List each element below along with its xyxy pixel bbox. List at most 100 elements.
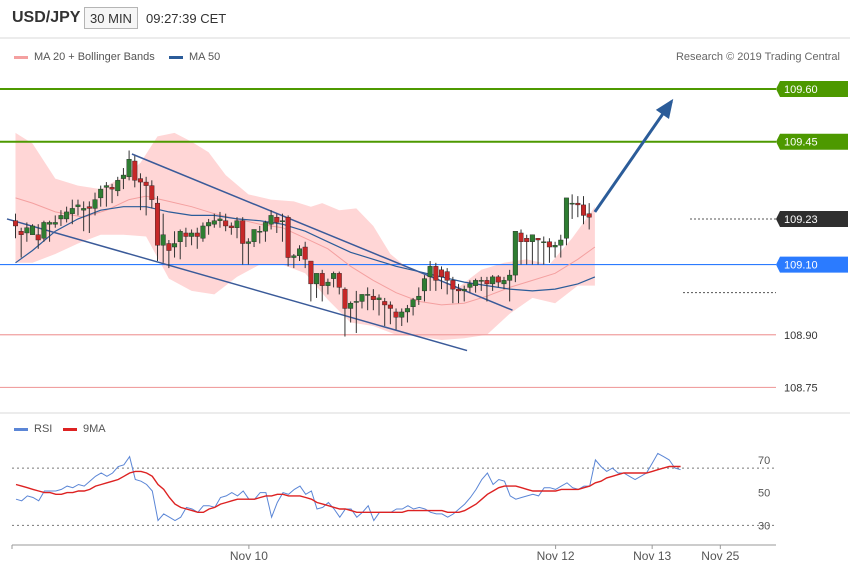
forecast-arrow-head — [655, 98, 674, 120]
candle — [546, 238, 552, 263]
candle-body — [387, 304, 393, 309]
candle-body — [47, 222, 53, 225]
candle-body — [484, 280, 490, 285]
x-tick-label: Nov 13 — [633, 549, 671, 563]
candle-body — [421, 278, 427, 292]
candle-body — [302, 246, 308, 260]
candle — [382, 297, 388, 326]
candle-body — [120, 174, 126, 179]
candle-body — [331, 273, 337, 279]
candle — [132, 155, 138, 188]
candle — [274, 213, 280, 233]
legend-rsi: RSI — [14, 423, 52, 435]
candle — [251, 229, 257, 248]
candle-body — [183, 232, 189, 237]
level-label: 109.10 — [784, 260, 818, 272]
candle-body — [154, 202, 160, 246]
candle-body — [172, 243, 178, 248]
candle-body — [342, 288, 348, 309]
candle-body — [279, 220, 285, 222]
candle — [336, 271, 342, 295]
candle-body — [228, 225, 234, 228]
level-label: 109.23 — [784, 214, 818, 226]
candle — [262, 220, 268, 242]
candle — [69, 199, 75, 225]
candle — [223, 213, 229, 232]
ma20-line — [15, 195, 596, 306]
candle — [473, 278, 479, 293]
candle — [325, 278, 331, 295]
candle — [478, 276, 484, 291]
candle — [569, 194, 575, 219]
candle-body — [69, 208, 75, 214]
candle-body — [109, 187, 115, 190]
candle — [200, 222, 206, 242]
rsi-line — [15, 452, 681, 522]
candle — [450, 276, 456, 304]
candle-body — [427, 266, 433, 278]
candle-body — [433, 266, 439, 281]
candle-body — [353, 301, 359, 303]
candle — [47, 220, 53, 242]
candle — [297, 245, 303, 262]
candle — [552, 241, 558, 258]
candle-body — [404, 308, 410, 313]
candle — [541, 236, 547, 265]
candle-body — [552, 245, 558, 248]
candle — [41, 220, 47, 242]
candle-body — [132, 160, 138, 181]
candle-body — [149, 185, 155, 200]
candle — [24, 222, 30, 242]
candle — [154, 196, 160, 262]
candle — [370, 289, 376, 311]
interval-selector[interactable]: 30 MIN — [84, 7, 138, 29]
candle — [467, 280, 473, 293]
candle — [126, 150, 132, 181]
forecast-arrow-line — [593, 100, 673, 213]
time-display: 09:27:39 CET — [146, 11, 227, 26]
level-label: 109.45 — [784, 137, 818, 149]
candle — [98, 185, 104, 207]
x-tick-label: Nov 10 — [230, 549, 268, 563]
candle — [228, 222, 234, 235]
candle-body — [336, 273, 342, 288]
candle-body — [200, 225, 206, 239]
candle — [257, 225, 263, 244]
candle — [399, 308, 405, 326]
candle-body — [41, 222, 47, 239]
candle — [166, 240, 172, 269]
candle-body — [365, 294, 371, 296]
candle-body — [416, 295, 422, 300]
candle — [177, 229, 183, 260]
rsi-ma-label: 9MA — [83, 423, 106, 435]
level-label-bg — [776, 81, 848, 98]
candle-body — [535, 238, 541, 241]
rsi-tick-label: 50 — [758, 488, 770, 500]
candle — [558, 234, 564, 258]
candle-body — [541, 241, 547, 243]
candle — [12, 213, 18, 239]
rsi-swatch — [14, 427, 28, 431]
rsi-ma-swatch — [63, 427, 77, 431]
candle — [52, 215, 58, 228]
candle-body — [206, 222, 212, 227]
level-label: 108.75 — [784, 382, 818, 394]
candle-body — [103, 185, 109, 188]
candle-body — [473, 280, 479, 286]
candle-body — [18, 231, 24, 235]
candle-body — [308, 260, 314, 285]
candle — [404, 304, 410, 323]
candle-body — [581, 204, 587, 216]
candle — [103, 182, 109, 207]
candle-body — [58, 215, 64, 220]
candle — [285, 215, 291, 267]
candle — [353, 290, 359, 334]
candle — [501, 276, 507, 290]
candle-body — [268, 215, 274, 225]
candle — [410, 297, 416, 316]
candle-body — [461, 288, 467, 292]
level-label-bg — [776, 256, 848, 273]
level-label-bg — [776, 210, 848, 227]
candle — [308, 260, 314, 302]
